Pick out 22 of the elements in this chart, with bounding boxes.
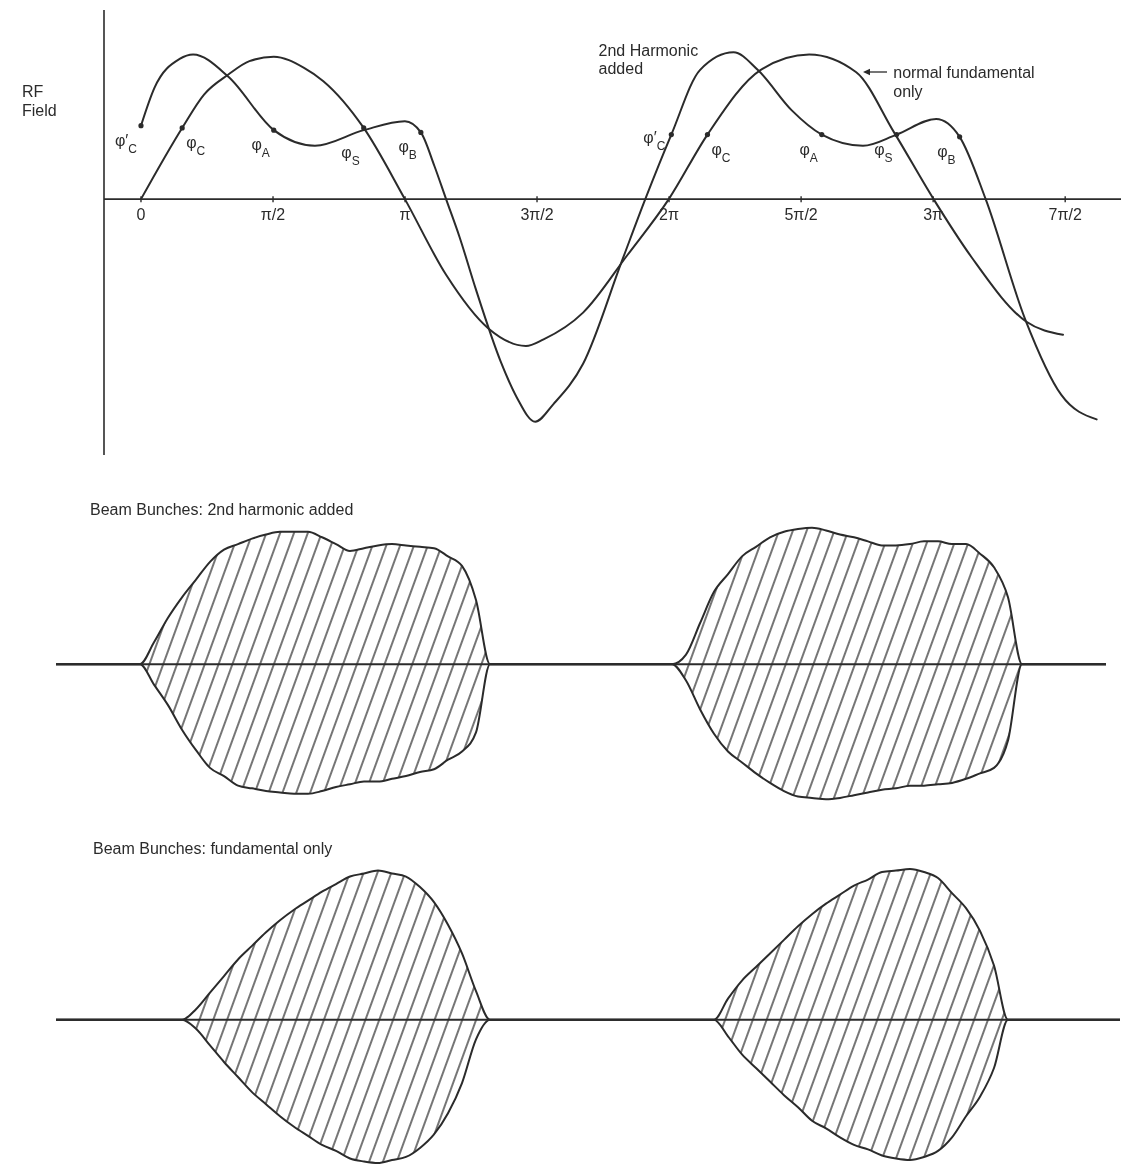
x-tick-label: π <box>399 206 411 224</box>
annotation: φ$_{A}$ <box>799 140 818 165</box>
chart-title: Beam Bunches: 2nd harmonic added <box>90 501 354 518</box>
x-tick-label: 0 <box>136 206 146 224</box>
annotation: φ$_{S}$ <box>341 143 360 168</box>
annotation: φ′$_{C}$ <box>643 128 666 153</box>
annotation: φ$_{C}$ <box>186 133 206 158</box>
y-axis-title: RF Field <box>22 83 57 119</box>
chart-title: Beam Bunches: fundamental only <box>93 840 333 857</box>
series-label: 2nd Harmonic added <box>598 42 699 78</box>
annotation: φ$_{S}$ <box>874 140 893 165</box>
x-tick-label: 3π <box>923 206 944 224</box>
annotation: φ′$_{C}$ <box>114 131 138 156</box>
x-tick-label: π/2 <box>260 206 286 224</box>
annotation: φ$_{B}$ <box>398 138 417 163</box>
x-tick-label: 5π/2 <box>784 206 818 224</box>
annotation: φ$_{B}$ <box>937 142 956 167</box>
legend-label: normal fundamental only <box>893 64 1035 101</box>
annotation: φ$_{C}$ <box>711 140 731 165</box>
annotation: φ$_{A}$ <box>251 136 270 161</box>
x-tick-label: 3π/2 <box>520 206 554 224</box>
x-tick-label: 7π/2 <box>1048 206 1082 224</box>
